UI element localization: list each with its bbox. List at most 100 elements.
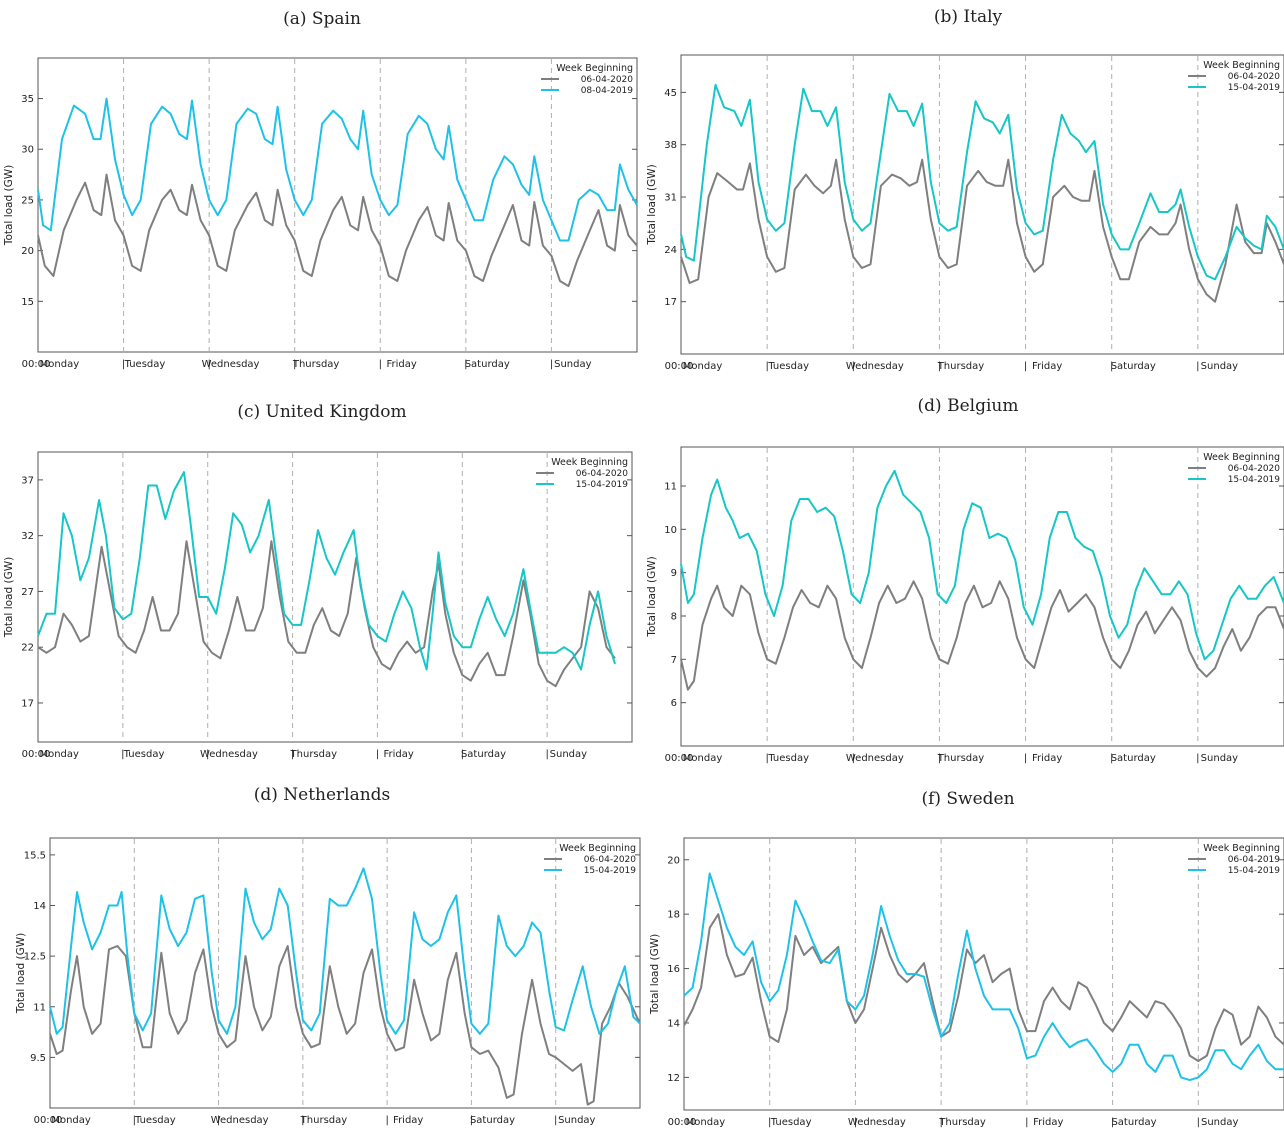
x-tick-label: Friday (387, 359, 417, 370)
chart-title: (a) Spain (283, 9, 361, 29)
y-tick-label: 20 (21, 246, 34, 257)
chart-title: (d) Belgium (918, 396, 1019, 416)
x-separator-label: | (765, 753, 768, 764)
x-tick-label: Monday (683, 361, 723, 372)
x-separator-label: | (379, 359, 382, 370)
x-separator-label: | (854, 1117, 857, 1128)
y-tick-label: 10 (664, 525, 677, 536)
x-separator-label: | (291, 749, 294, 760)
series-line (683, 872, 1284, 1082)
x-separator-label: | (939, 1117, 942, 1128)
x-tick-label: Monday (51, 1115, 91, 1126)
y-tick-label: 11 (664, 482, 677, 493)
legend-entry: 06-04-2020 (576, 469, 629, 479)
x-tick-label: Tuesday (123, 749, 165, 760)
x-tick-label: Thursday (292, 359, 340, 370)
y-tick-label: 30 (21, 145, 34, 156)
y-tick-label: 17 (664, 297, 677, 308)
x-tick-label: Saturday (1111, 361, 1156, 372)
x-separator-label: | (301, 1115, 304, 1126)
x-tick-label: Saturday (1111, 753, 1156, 764)
y-tick-label: 27 (21, 587, 34, 598)
y-tick-label: 14 (33, 901, 46, 912)
y-axis-label: Total load (GW) (646, 556, 658, 637)
x-tick-label: Friday (383, 749, 413, 760)
x-tick-label: Sunday (554, 359, 591, 370)
x-separator-label: | (550, 359, 553, 370)
y-tick-label: 15.5 (24, 850, 46, 861)
x-tick-label: Thursday (938, 1117, 986, 1128)
x-tick-label: Friday (1032, 753, 1062, 764)
series-line (37, 173, 638, 288)
y-axis-label: Total load (GW) (3, 557, 15, 638)
x-tick-label: Saturday (1111, 1117, 1156, 1128)
legend-entry: 06-04-2020 (1228, 464, 1281, 474)
x-separator-label: | (470, 1115, 473, 1126)
series-line (49, 945, 641, 1106)
x-separator-label: | (207, 359, 210, 370)
plot-frame (37, 451, 633, 743)
x-tick-label: Tuesday (767, 753, 809, 764)
x-tick-label: Sunday (558, 1115, 595, 1126)
x-separator-label: | (464, 359, 467, 370)
x-tick-label: Friday (1033, 1117, 1063, 1128)
y-tick-label: 18 (667, 910, 680, 921)
chart-panel: (f) Sweden 12 14 16 18 20 Total load (GW) 00:00… (649, 789, 1284, 1128)
legend-title: Week Beginning (559, 843, 636, 854)
chart-panel: (a) Spain 15 20 25 30 35 Total load (GW) 00:00M… (3, 9, 638, 370)
plot-frame (680, 54, 1284, 355)
y-tick-label: 37 (21, 475, 34, 486)
x-separator-label: | (122, 359, 125, 370)
x-tick-label: 00:00 (22, 359, 51, 370)
x-tick-label: Wednesday (200, 749, 258, 760)
chart-title: (c) United Kingdom (237, 402, 406, 422)
y-tick-label: 17 (21, 698, 34, 709)
x-tick-label: 00:00 (34, 1115, 63, 1126)
x-separator-label: | (385, 1115, 388, 1126)
legend-entry: 08-04-2019 (581, 86, 634, 96)
legend-title: Week Beginning (551, 457, 628, 468)
legend-title: Week Beginning (1203, 60, 1280, 71)
x-tick-label: Thursday (300, 1115, 348, 1126)
x-tick-label: 00:00 (665, 753, 694, 764)
legend-title: Week Beginning (1203, 843, 1280, 854)
y-tick-label: 11 (33, 1002, 46, 1013)
x-tick-label: Saturday (461, 749, 506, 760)
y-tick-label: 6 (671, 698, 677, 709)
legend-entry: 15-04-2019 (576, 480, 629, 490)
x-tick-label: Saturday (470, 1115, 515, 1126)
y-tick-label: 45 (664, 88, 677, 99)
y-tick-label: 25 (21, 195, 34, 206)
x-tick-label: Tuesday (767, 361, 809, 372)
x-separator-label: | (938, 753, 941, 764)
x-separator-label: | (206, 749, 209, 760)
legend-entry: 15-04-2019 (1228, 83, 1281, 93)
y-tick-label: 7 (671, 655, 677, 666)
legend-entry: 06-04-2020 (584, 855, 637, 865)
x-tick-label: Thursday (937, 361, 985, 372)
x-separator-label: | (133, 1115, 136, 1126)
x-tick-label: Friday (393, 1115, 423, 1126)
y-tick-label: 9 (671, 568, 677, 579)
x-tick-label: Wednesday (846, 753, 904, 764)
x-tick-label: Wednesday (211, 1115, 269, 1126)
x-tick-label: Tuesday (124, 359, 166, 370)
x-tick-label: Friday (1032, 361, 1062, 372)
x-separator-label: | (121, 749, 124, 760)
x-tick-label: Monday (683, 753, 723, 764)
y-tick-label: 12 (667, 1073, 680, 1084)
y-tick-label: 38 (664, 140, 677, 151)
chart-panel: (d) Netherlands 9.5 11 12.5 14 15.5 Total load… (15, 785, 641, 1126)
x-separator-label: | (461, 749, 464, 760)
x-separator-label: | (1111, 1117, 1114, 1128)
x-tick-label: Monday (40, 359, 80, 370)
x-tick-label: Saturday (465, 359, 510, 370)
x-separator-label: | (1025, 1117, 1028, 1128)
plot-frame (680, 446, 1284, 747)
chart-title: (f) Sweden (921, 789, 1014, 809)
y-tick-label: 22 (21, 643, 34, 654)
x-tick-label: Wednesday (848, 1117, 906, 1128)
x-separator-label: | (1196, 753, 1199, 764)
legend-entry: 06-04-2020 (1228, 72, 1281, 82)
